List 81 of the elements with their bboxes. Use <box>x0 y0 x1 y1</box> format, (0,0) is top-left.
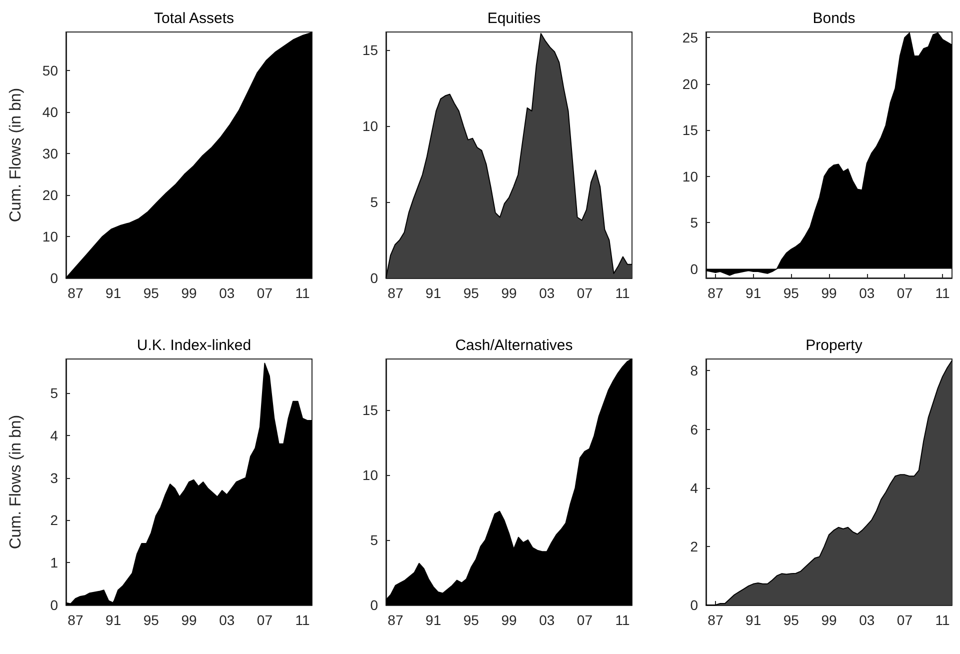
x-tick-label: 03 <box>219 285 235 301</box>
y-tick-label: 40 <box>42 104 58 120</box>
y-tick-label: 20 <box>42 187 58 204</box>
y-tick-label: 5 <box>50 384 58 401</box>
y-tick-label: 10 <box>682 168 698 184</box>
y-tick-label: 8 <box>690 362 698 379</box>
x-tick-label: 99 <box>181 285 197 301</box>
chart-title: Property <box>806 337 863 354</box>
x-tick-label: 11 <box>935 612 950 628</box>
y-tick-label: 15 <box>682 122 698 138</box>
chart-title: Cash/Alternatives <box>455 337 573 354</box>
y-tick-label: 50 <box>42 62 58 79</box>
y-tick-label: 5 <box>370 194 378 210</box>
x-tick-label: 99 <box>821 612 837 628</box>
y-tick-label: 10 <box>362 466 378 483</box>
y-tick-label: 1 <box>50 554 58 571</box>
y-tick-label: 15 <box>362 42 378 58</box>
x-tick-label: 11 <box>295 285 310 301</box>
x-tick-label: 91 <box>106 285 122 301</box>
x-tick-label: 87 <box>388 612 404 628</box>
x-tick-label: 87 <box>68 285 84 301</box>
y-tick-label: 0 <box>50 597 58 613</box>
x-tick-label: 11 <box>615 285 630 301</box>
x-tick-label: 95 <box>463 612 480 628</box>
y-axis-title: Cum. Flows (in bn) <box>8 88 24 222</box>
x-tick-label: 07 <box>256 612 273 628</box>
y-tick-label: 15 <box>362 402 378 418</box>
y-tick-label: 4 <box>50 427 58 444</box>
x-tick-label: 11 <box>935 285 950 301</box>
x-tick-label: 03 <box>539 612 555 628</box>
y-tick-label: 10 <box>362 118 378 134</box>
y-tick-label: 0 <box>690 260 698 277</box>
x-tick-label: 91 <box>106 612 122 628</box>
x-tick-label: 95 <box>143 612 160 628</box>
x-tick-label: 99 <box>181 612 197 628</box>
y-tick-label: 0 <box>50 270 58 286</box>
y-tick-label: 25 <box>682 30 698 46</box>
x-tick-label: 91 <box>426 612 442 628</box>
x-tick-label: 91 <box>426 285 442 301</box>
x-tick-label: 95 <box>783 612 800 628</box>
x-tick-label: 95 <box>463 285 480 301</box>
y-tick-label: 0 <box>370 270 378 286</box>
x-tick-label: 11 <box>615 612 630 628</box>
y-tick-label: 20 <box>682 76 698 92</box>
x-tick-label: 03 <box>859 285 875 301</box>
y-axis-title: Cum. Flows (in bn) <box>8 414 24 550</box>
y-tick-label: 10 <box>42 228 58 245</box>
x-tick-label: 99 <box>821 285 837 301</box>
x-tick-label: 91 <box>746 612 762 628</box>
x-tick-label: 95 <box>143 285 160 301</box>
y-tick-label: 2 <box>50 512 58 528</box>
x-tick-label: 07 <box>576 285 593 301</box>
y-tick-label: 3 <box>50 470 58 486</box>
y-tick-label: 5 <box>690 214 698 231</box>
x-tick-label: 87 <box>388 285 404 301</box>
chart-title: U.K. Index-linked <box>136 337 252 354</box>
y-tick-label: 0 <box>690 597 698 613</box>
x-tick-label: 07 <box>576 612 593 628</box>
x-tick-label: 95 <box>783 285 800 301</box>
chart-title: Total Assets <box>154 10 234 27</box>
chart-title: Equities <box>487 10 541 27</box>
x-tick-label: 03 <box>219 612 235 628</box>
x-tick-label: 87 <box>708 612 724 628</box>
y-tick-label: 4 <box>690 480 698 496</box>
y-tick-label: 5 <box>370 532 378 548</box>
x-tick-label: 07 <box>256 285 273 301</box>
y-tick-label: 0 <box>370 597 378 613</box>
chart-title: Bonds <box>812 10 856 27</box>
y-tick-label: 30 <box>42 146 58 162</box>
x-tick-label: 03 <box>539 285 555 301</box>
x-tick-label: 87 <box>68 612 84 628</box>
x-tick-label: 07 <box>896 285 913 301</box>
x-tick-label: 91 <box>746 285 762 301</box>
x-tick-label: 99 <box>501 612 517 628</box>
x-tick-label: 11 <box>295 612 310 628</box>
x-tick-label: 99 <box>501 285 517 301</box>
x-tick-label: 07 <box>896 612 913 628</box>
y-tick-label: 6 <box>690 421 698 438</box>
x-tick-label: 87 <box>708 285 724 301</box>
y-tick-label: 2 <box>690 538 698 554</box>
x-tick-label: 03 <box>859 612 875 628</box>
